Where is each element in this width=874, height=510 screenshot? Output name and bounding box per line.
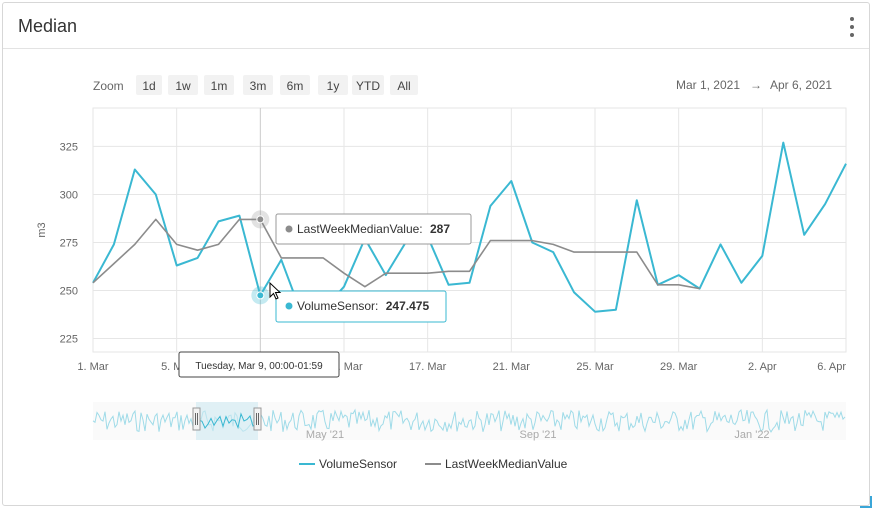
zoom-button-ytd[interactable]: YTD	[352, 75, 384, 95]
y-tick-label: 250	[60, 286, 78, 298]
x-tick-label: 2. Apr	[748, 361, 777, 373]
zoom-button-1w[interactable]: 1w	[168, 75, 198, 95]
zoom-button-label: 1d	[142, 79, 155, 93]
x-tick-label: 21. Mar	[493, 361, 531, 373]
x-tick-label: 6. Apr	[817, 361, 846, 373]
navigator-label: Sep '21	[520, 429, 557, 441]
zoom-button-label: 1m	[211, 79, 228, 93]
y-axis-title: m3	[36, 222, 48, 237]
navigator-handle-left[interactable]	[192, 407, 201, 431]
navigator-handle-right[interactable]	[253, 407, 262, 431]
crosshair-date-label: Tuesday, Mar 9, 00:00-01:59	[178, 351, 340, 378]
tooltip-volume-value: 247.475	[386, 299, 430, 313]
legend-label: LastWeekMedianValue	[445, 457, 568, 471]
volume-sensor-line[interactable]	[92, 141, 847, 317]
x-tick-label: 1. Mar	[77, 361, 109, 373]
y-tick-label: 325	[60, 141, 78, 153]
svg-text:LastWeekMedianValue: 287: LastWeekMedianValue: 287	[297, 222, 450, 236]
legend-item-volume-sensor[interactable]: VolumeSensor	[299, 457, 397, 471]
legend-item-last-week-median[interactable]: LastWeekMedianValue	[425, 457, 568, 471]
zoom-buttons: 1d 1w 1m 3m 6m 1y YTD All	[136, 75, 418, 95]
zoom-button-label: 3m	[250, 79, 267, 93]
x-tick-label: 25. Mar	[576, 361, 614, 373]
tooltip-volume: VolumeSensor: 247.475	[275, 290, 447, 323]
card-header: Median	[3, 3, 869, 49]
zoom-button-all[interactable]: All	[390, 75, 418, 95]
navigator[interactable]: May '21 Sep '21 Jan '22	[92, 402, 846, 441]
legend-label: VolumeSensor	[319, 457, 397, 471]
legend: VolumeSensor LastWeekMedianValue	[299, 457, 568, 471]
crosshair-date-text: Tuesday, Mar 9, 00:00-01:59	[195, 361, 323, 372]
navigator-window[interactable]	[196, 402, 258, 440]
zoom-button-label: All	[397, 79, 410, 93]
hover-markers	[251, 210, 270, 305]
zoom-button-1d[interactable]: 1d	[136, 75, 162, 95]
x-axis: 1. Mar 5. Mar 13. Mar 17. Mar 21. Mar 25. Mar…	[77, 361, 846, 373]
zoom-button-6m[interactable]: 6m	[280, 75, 310, 95]
last-week-median-line[interactable]	[92, 218, 700, 290]
navigator-label: Jan '22	[734, 429, 769, 441]
zoom-label: Zoom	[93, 79, 124, 93]
tooltip-median-label: LastWeekMedianValue:	[297, 222, 423, 236]
tooltip-median-value: 287	[430, 222, 450, 236]
x-tick-label: 29. Mar	[660, 361, 698, 373]
zoom-button-label: YTD	[356, 79, 380, 93]
zoom-button-3m[interactable]: 3m	[243, 75, 273, 95]
date-range-arrow: →	[750, 78, 762, 92]
zoom-button-1y[interactable]: 1y	[318, 75, 348, 95]
kebab-menu-icon[interactable]	[847, 17, 857, 37]
navigator-label: May '21	[306, 429, 344, 441]
y-tick-label: 275	[60, 237, 78, 249]
tooltip-volume-label: VolumeSensor:	[297, 299, 378, 313]
zoom-button-label: 6m	[287, 79, 304, 93]
date-range-to[interactable]: Apr 6, 2021	[770, 78, 832, 92]
navigator-window-series	[195, 412, 257, 430]
zoom-button-label: 1y	[327, 79, 340, 93]
x-tick-label: 17. Mar	[409, 361, 447, 373]
zoom-button-label: 1w	[175, 79, 191, 93]
card-title: Median	[18, 16, 78, 36]
median-point	[256, 215, 265, 224]
y-tick-label: 225	[60, 334, 78, 346]
zoom-button-1m[interactable]: 1m	[204, 75, 234, 95]
y-axis: 225 250 275 300 325	[60, 141, 78, 345]
series-group	[92, 141, 847, 317]
y-tick-label: 300	[60, 189, 78, 201]
tooltip-median: LastWeekMedianValue: 287	[275, 213, 472, 245]
resize-handle-icon[interactable]	[860, 496, 872, 508]
volume-point	[256, 291, 265, 300]
svg-text:VolumeSensor: 247.475: VolumeSensor: 247.475	[297, 299, 429, 313]
date-range-from[interactable]: Mar 1, 2021	[676, 78, 740, 92]
mouse-cursor-icon	[269, 281, 282, 300]
